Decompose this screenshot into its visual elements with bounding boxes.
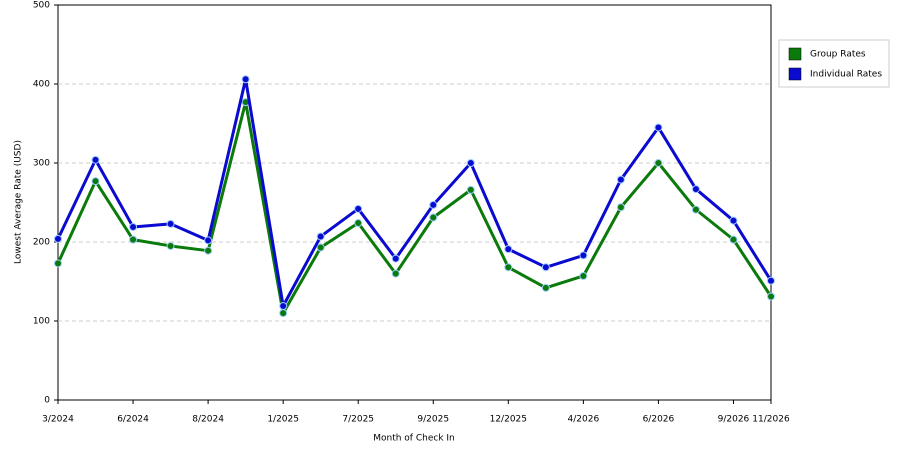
data-point: [166, 241, 175, 250]
data-point: [541, 283, 550, 292]
y-tick-label: 400: [33, 80, 50, 90]
legend-label: Individual Rates: [810, 70, 882, 80]
y-axis-label: Lowest Average Rate (USD): [14, 140, 24, 264]
x-axis-label: Month of Check In: [373, 434, 455, 444]
x-tick-label: 8/2024: [192, 415, 224, 425]
y-tick-label: 0: [44, 396, 50, 406]
data-point: [91, 155, 100, 164]
data-point: [279, 309, 288, 318]
data-point: [241, 75, 250, 84]
data-point: [466, 159, 475, 167]
x-tick-label: 4/2026: [568, 415, 600, 425]
data-point: [466, 185, 475, 194]
x-tick-label: 3/2024: [42, 415, 74, 425]
data-point: [729, 235, 738, 244]
x-tick-label: 7/2025: [342, 415, 374, 425]
data-point: [729, 216, 738, 225]
legend-swatch: [788, 67, 802, 81]
data-point: [767, 292, 775, 301]
y-tick-label: 100: [33, 317, 50, 327]
data-point: [316, 232, 325, 241]
x-tick-label: 11/2026: [752, 415, 790, 425]
y-tick-label: 300: [33, 159, 50, 169]
data-point: [691, 185, 700, 194]
data-point: [616, 203, 625, 212]
data-point: [616, 175, 625, 184]
data-point: [204, 236, 213, 245]
series-line: [56, 77, 773, 308]
data-point: [541, 263, 550, 272]
data-point: [691, 205, 700, 214]
x-tick-label: 12/2025: [490, 415, 527, 425]
data-point: [391, 269, 400, 278]
data-point: [316, 243, 325, 252]
data-point: [279, 301, 288, 310]
y-tick-label: 500: [33, 1, 50, 11]
data-point: [504, 245, 513, 254]
data-point: [391, 254, 400, 263]
data-point: [429, 200, 438, 209]
legend-label: Group Rates: [810, 50, 866, 60]
data-point: [91, 177, 100, 186]
data-point: [129, 222, 138, 231]
x-tick-label: 6/2024: [117, 415, 149, 425]
data-point: [767, 276, 775, 285]
plot-frame: [57, 4, 772, 401]
data-point: [166, 219, 175, 228]
data-point: [579, 271, 588, 280]
data-point: [54, 234, 62, 243]
data-point: [504, 263, 513, 272]
data-point: [654, 123, 663, 132]
data-point: [354, 219, 363, 228]
legend-swatch: [788, 47, 802, 61]
y-tick-label: 200: [33, 238, 50, 248]
data-point: [354, 204, 363, 213]
x-tick-label: 6/2026: [643, 415, 675, 425]
x-tick-label: 9/2026: [718, 415, 750, 425]
series-line: [56, 100, 773, 315]
data-point: [579, 251, 588, 260]
data-point: [54, 259, 62, 268]
data-point: [129, 235, 138, 244]
data-point: [654, 159, 663, 167]
data-point: [204, 246, 213, 255]
x-tick-label: 1/2025: [267, 415, 299, 425]
x-tick-label: 9/2025: [417, 415, 449, 425]
data-point: [429, 213, 438, 222]
